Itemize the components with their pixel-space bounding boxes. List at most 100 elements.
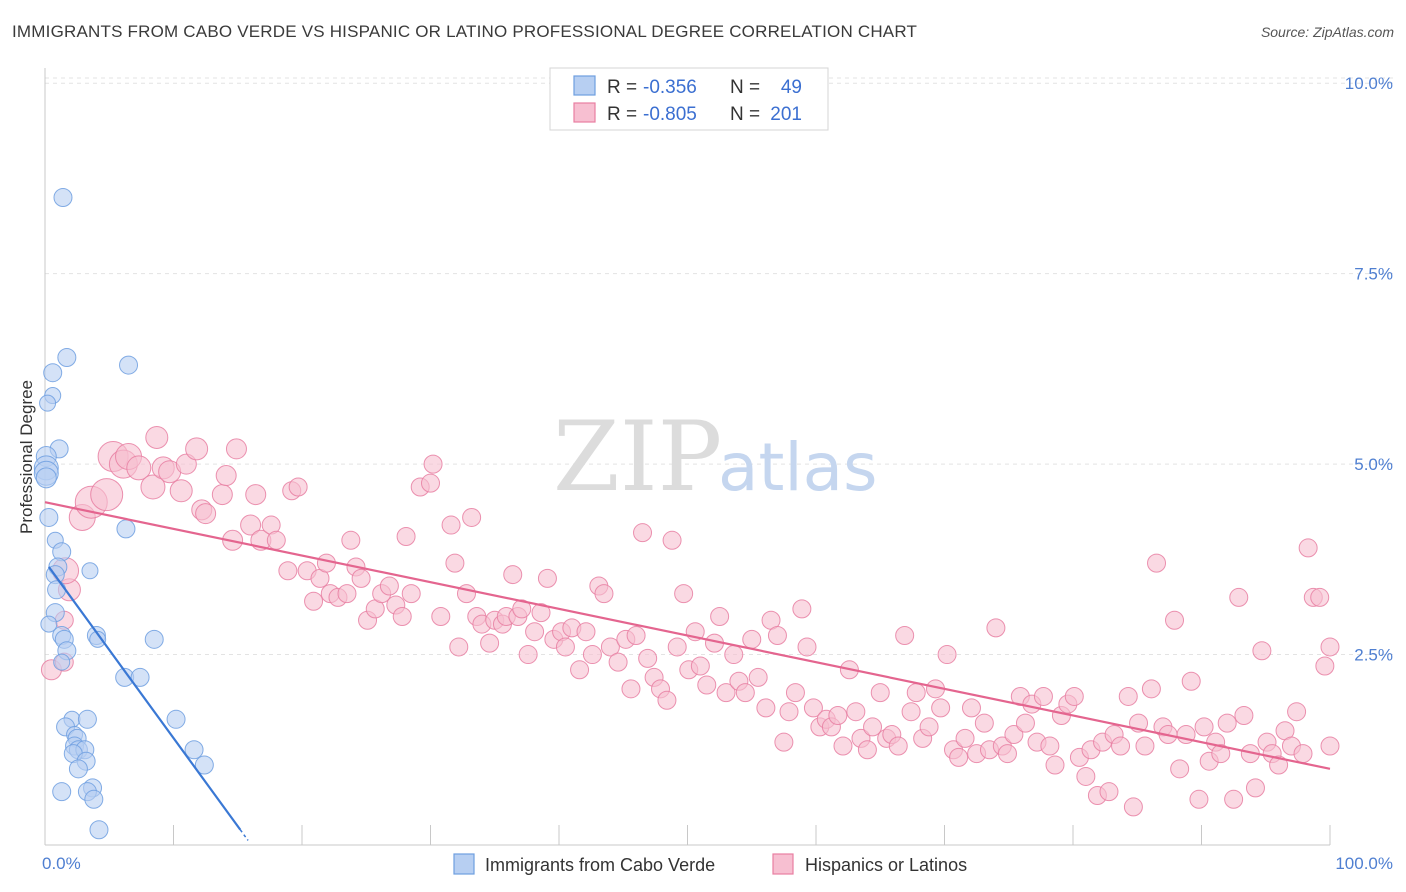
cabo-verde-point	[119, 355, 139, 375]
y-tick-label-3: 10.0%	[1345, 74, 1393, 93]
hispanic-point	[304, 591, 324, 611]
hispanic-point	[690, 656, 710, 676]
cabo-verde-point	[53, 188, 73, 207]
hispanic-point	[1147, 553, 1167, 573]
x-ticks	[44, 825, 1331, 845]
hispanic-point	[1320, 637, 1340, 657]
legend-n-value-blue: 49	[781, 77, 802, 98]
hispanic-point	[316, 553, 336, 573]
legend-swatch-blue	[573, 75, 596, 96]
hispanic-point	[1320, 736, 1340, 756]
legend-n-value-pink: 201	[770, 104, 802, 125]
hispanic-point	[1245, 778, 1265, 798]
hispanic-point	[480, 633, 500, 653]
hispanic-point	[657, 690, 677, 710]
hispanic-point	[621, 679, 641, 699]
bottom-legend-label-pink: Hispanics or Latinos	[805, 855, 967, 875]
bottom-legend-swatch-pink	[772, 853, 794, 875]
hispanic-point	[169, 479, 193, 503]
hispanic-point	[392, 606, 412, 626]
hispanic-point	[626, 626, 646, 646]
hispanic-trend-line	[44, 501, 1331, 770]
hispanic-point	[638, 648, 658, 668]
cabo-verde-point	[57, 347, 77, 367]
watermark: ZIP atlas	[553, 401, 878, 513]
hispanic-point	[1076, 766, 1096, 786]
hispanic-point	[767, 626, 787, 646]
hispanic-point	[337, 584, 357, 604]
cabo-verde-point	[144, 629, 164, 649]
hispanic-point	[145, 425, 169, 449]
cabo-verde-trend-line	[47, 566, 242, 831]
hispanic-point	[710, 606, 730, 626]
hispanic-point	[401, 584, 421, 604]
legend-n-label-pink: N =	[730, 104, 760, 125]
hispanic-point	[594, 584, 614, 604]
hispanic-point	[431, 606, 451, 626]
hispanic-point	[525, 622, 545, 642]
hispanic-point	[724, 645, 744, 665]
hispanic-point	[423, 454, 443, 474]
hispanic-point	[833, 736, 853, 756]
hispanic-point	[215, 465, 237, 487]
hispanic-point	[919, 717, 939, 737]
hispanic-point	[1224, 789, 1244, 809]
cabo-verde-point	[68, 759, 88, 779]
y-tick-label-1: 5.0%	[1354, 455, 1393, 474]
hispanic-point	[697, 675, 717, 695]
hispanic-point	[961, 698, 981, 718]
hispanic-point	[1033, 686, 1053, 706]
x-tick-label-0: 0.0%	[42, 854, 81, 873]
hispanic-point	[997, 744, 1017, 764]
hispanic-point	[1064, 686, 1084, 706]
hispanic-point	[582, 645, 602, 665]
hispanic-point	[537, 568, 557, 588]
stats-legend: R = -0.356 N = 49 R = -0.805 N = 201	[549, 67, 829, 131]
cabo-verde-point	[116, 519, 136, 539]
hispanic-point	[140, 474, 166, 500]
hispanic-point	[462, 507, 482, 527]
stats-legend-box	[549, 67, 829, 131]
hispanic-point	[633, 523, 653, 543]
cabo-verde-point	[77, 709, 97, 729]
y-tick-label-2: 7.5%	[1354, 265, 1393, 284]
gridlines	[45, 77, 1395, 656]
hispanic-point	[974, 713, 994, 733]
hispanic-point	[756, 698, 776, 718]
hispanic-point	[901, 702, 921, 722]
hispanic-point	[351, 568, 371, 588]
hispanic-point	[175, 453, 197, 475]
hispanic-point	[1004, 725, 1024, 745]
hispanic-point	[518, 645, 538, 665]
cabo-verde-point	[39, 507, 59, 527]
hispanic-point	[716, 683, 736, 703]
hispanic-point	[1135, 736, 1155, 756]
hispanic-point	[1229, 587, 1249, 607]
legend-r-label-pink: R =	[607, 104, 637, 125]
hispanic-point	[441, 515, 461, 535]
hispanic-point	[288, 477, 308, 497]
hispanic-point	[396, 526, 416, 546]
cabo-verde-point	[89, 820, 109, 840]
hispanic-point	[735, 683, 755, 703]
hispanic-point	[803, 698, 823, 718]
cabo-verde-points	[33, 188, 214, 840]
hispanic-point	[1181, 671, 1201, 691]
cabo-verde-point	[184, 740, 204, 760]
hispanic-point	[1315, 656, 1335, 676]
hispanic-point	[1040, 736, 1060, 756]
hispanic-point	[1015, 713, 1035, 733]
hispanic-point	[888, 736, 908, 756]
cabo-verde-point	[43, 363, 63, 383]
hispanic-point	[774, 732, 794, 752]
hispanic-point	[748, 667, 768, 687]
hispanic-point	[341, 530, 361, 550]
hispanic-point	[576, 622, 596, 642]
hispanic-point	[667, 637, 687, 657]
hispanic-point	[1287, 702, 1307, 722]
y-tick-labels: 2.5% 5.0% 7.5% 10.0%	[1345, 74, 1393, 664]
hispanic-point	[1217, 713, 1237, 733]
chart-source: Source: ZipAtlas.com	[1260, 24, 1394, 40]
legend-swatch-pink	[573, 102, 596, 123]
hispanic-point	[266, 530, 286, 550]
